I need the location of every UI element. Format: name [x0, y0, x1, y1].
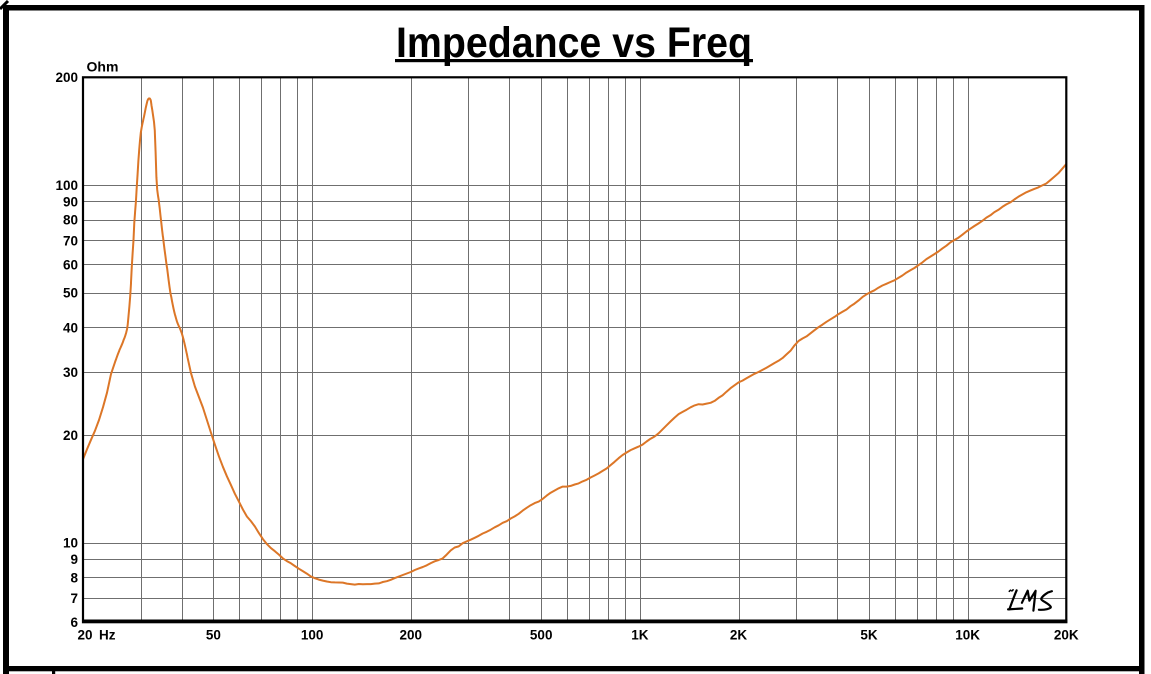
svg-text:10K: 10K	[955, 628, 980, 643]
svg-text:40: 40	[63, 320, 78, 335]
svg-text:Hz: Hz	[99, 628, 116, 643]
svg-text:5K: 5K	[860, 628, 878, 643]
svg-text:90: 90	[63, 194, 78, 209]
svg-text:50: 50	[206, 628, 221, 643]
svg-text:500: 500	[530, 628, 553, 643]
svg-text:9: 9	[70, 552, 78, 567]
svg-text:60: 60	[63, 257, 78, 272]
svg-text:7: 7	[70, 591, 78, 606]
svg-text:1K: 1K	[631, 628, 649, 643]
svg-text:20: 20	[77, 628, 92, 643]
svg-text:10: 10	[63, 536, 78, 551]
svg-text:20: 20	[63, 428, 78, 443]
svg-text:6: 6	[70, 615, 78, 630]
svg-text:70: 70	[63, 233, 78, 248]
svg-text:Ohm: Ohm	[87, 59, 119, 75]
svg-text:8: 8	[70, 570, 78, 585]
svg-text:100: 100	[301, 628, 324, 643]
svg-text:200: 200	[55, 70, 78, 85]
svg-text:2K: 2K	[730, 628, 748, 643]
svg-text:20K: 20K	[1054, 628, 1079, 643]
svg-text:30: 30	[63, 365, 78, 380]
svg-text:100: 100	[55, 178, 78, 193]
svg-text:80: 80	[63, 213, 78, 228]
svg-text:50: 50	[63, 286, 78, 301]
svg-text:200: 200	[400, 628, 423, 643]
